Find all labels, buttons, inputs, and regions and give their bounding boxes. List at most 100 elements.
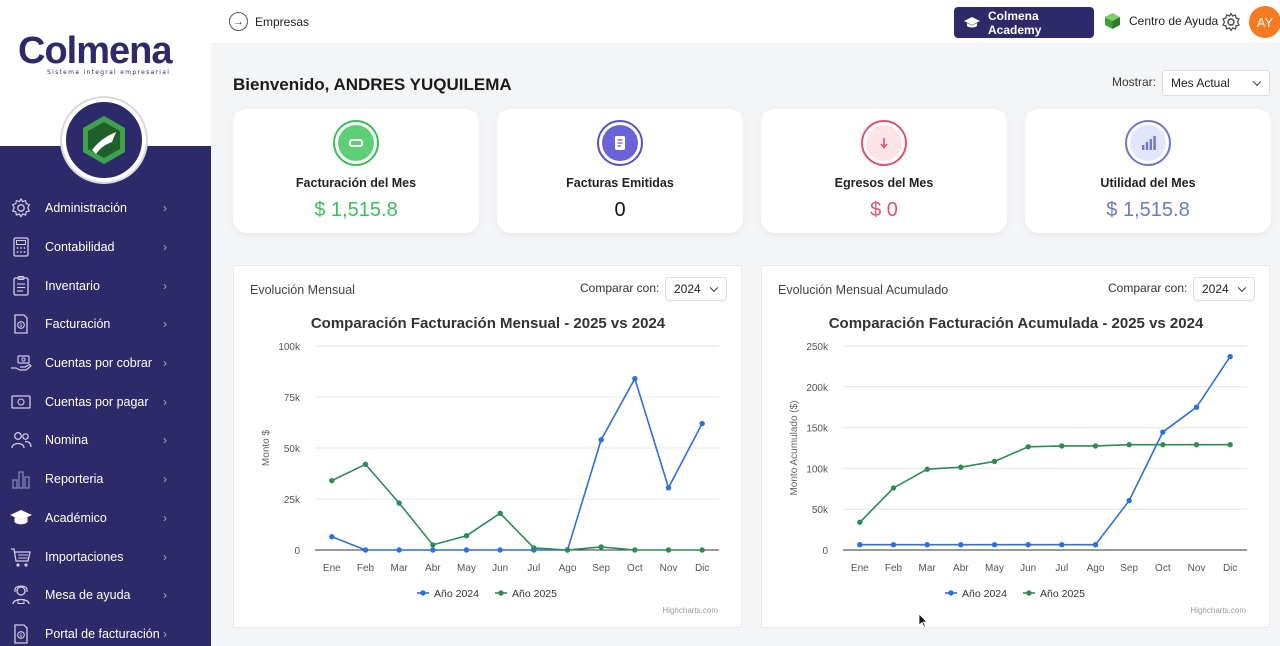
sidebar-item-inventario[interactable]: Inventario › <box>0 266 211 305</box>
data-point[interactable] <box>564 547 571 553</box>
sidebar-item-contabilidad[interactable]: Contabilidad › <box>0 228 211 267</box>
x-tick-label: Ago <box>559 563 577 574</box>
data-point[interactable] <box>1126 497 1132 504</box>
data-point[interactable] <box>1227 442 1233 448</box>
data-point[interactable] <box>598 544 604 550</box>
data-point[interactable] <box>890 541 897 548</box>
data-point[interactable] <box>396 500 402 506</box>
monthly-compare-value: 2024 <box>674 282 701 296</box>
period-select[interactable]: Mes Actual <box>1162 70 1270 96</box>
sidebar-item-cuentas-por-cobrar[interactable]: Cuentas por cobrar › <box>0 344 211 383</box>
data-point[interactable] <box>958 541 964 548</box>
data-point[interactable] <box>598 437 604 443</box>
sidebar-item-cuentas-por-pagar[interactable]: Cuentas por pagar › <box>0 382 211 421</box>
sidebar-item-label: Inventario <box>45 278 100 293</box>
data-point[interactable] <box>329 534 335 540</box>
data-point[interactable] <box>430 542 436 548</box>
sidebar-item-portal-de-facturación[interactable]: $ Portal de facturación › <box>0 615 211 646</box>
data-point[interactable] <box>362 547 369 553</box>
x-tick-label: Nov <box>1188 563 1206 574</box>
kpi-label: Facturas Emitidas <box>566 176 674 190</box>
data-point[interactable] <box>362 461 369 468</box>
cumulative-compare-select[interactable]: 2024 <box>1193 277 1255 301</box>
series-line-1 <box>331 376 703 551</box>
sidebar-item-reporteria[interactable]: Reporteria › <box>0 460 211 499</box>
data-point[interactable] <box>857 519 863 525</box>
data-point[interactable] <box>463 547 470 553</box>
data-point[interactable] <box>632 375 638 382</box>
data-point[interactable] <box>665 485 672 491</box>
x-tick-label: Dic <box>1223 563 1237 574</box>
data-point[interactable] <box>890 485 897 491</box>
sidebar-item-label: Cuentas por cobrar <box>45 356 153 371</box>
data-point[interactable] <box>699 547 705 553</box>
bar-chart-icon <box>10 468 32 490</box>
data-point[interactable] <box>991 458 998 465</box>
chart-credit[interactable]: Highcharts.com <box>662 606 718 615</box>
data-point[interactable] <box>531 545 537 551</box>
data-point[interactable] <box>632 547 638 553</box>
data-point[interactable] <box>958 464 964 470</box>
data-point[interactable] <box>857 541 863 548</box>
sidebar-item-label: Nomina <box>45 433 89 448</box>
kpi-label: Utilidad del Mes <box>1100 176 1196 190</box>
data-point[interactable] <box>924 466 930 472</box>
user-avatar[interactable]: AY <box>1249 6 1280 38</box>
legend-item[interactable]: Año 2025 <box>1040 588 1085 600</box>
data-point[interactable] <box>430 547 436 553</box>
x-tick-label: Dic <box>695 563 709 574</box>
chevron-right-icon: › <box>163 394 167 409</box>
data-point[interactable] <box>1160 442 1166 448</box>
data-point[interactable] <box>1227 353 1233 360</box>
legend-item[interactable]: Año 2024 <box>434 588 479 600</box>
data-point[interactable] <box>991 541 998 548</box>
cart-icon <box>10 546 32 568</box>
monthly-compare-select[interactable]: 2024 <box>665 277 727 301</box>
series-line-1 <box>859 356 1231 546</box>
data-point[interactable] <box>1059 443 1065 449</box>
data-point[interactable] <box>1025 444 1031 450</box>
data-point[interactable] <box>1092 541 1099 548</box>
data-point[interactable] <box>1160 429 1166 435</box>
data-point[interactable] <box>924 541 930 548</box>
settings-gear-icon[interactable] <box>1221 12 1241 37</box>
chart-credit[interactable]: Highcharts.com <box>1190 606 1246 615</box>
data-point[interactable] <box>396 547 402 553</box>
brand-logo[interactable]: Colmena <box>18 30 172 72</box>
data-point[interactable] <box>1126 442 1132 448</box>
x-tick-label: Abr <box>425 563 441 574</box>
sidebar-item-importaciones[interactable]: Importaciones › <box>0 537 211 576</box>
kpi-label: Facturación del Mes <box>295 176 417 190</box>
cumulative-chart-panel: Evolución Mensual Acumulado Comparar con… <box>761 265 1270 628</box>
data-point[interactable] <box>497 510 503 516</box>
data-point[interactable] <box>1092 443 1099 449</box>
data-point[interactable] <box>1193 442 1200 448</box>
sidebar-item-académico[interactable]: Académico › <box>0 499 211 538</box>
y-tick-label: 150k <box>806 424 829 435</box>
sidebar-item-administración[interactable]: Administración › <box>0 189 211 228</box>
x-tick-label: Ene <box>323 563 341 574</box>
top-header: → Empresas Colmena Academy Centro de Ayu… <box>211 0 1280 44</box>
data-point[interactable] <box>1059 541 1065 548</box>
x-tick-label: Sep <box>1120 563 1138 574</box>
data-point[interactable] <box>665 547 672 553</box>
help-center-link[interactable]: Centro de Ayuda <box>1104 12 1218 30</box>
sidebar-item-label: Facturación <box>45 317 111 332</box>
chevron-right-icon: › <box>163 549 167 564</box>
data-point[interactable] <box>1025 541 1031 548</box>
empresas-link[interactable]: → Empresas <box>229 12 309 31</box>
data-point[interactable] <box>329 477 335 484</box>
data-point[interactable] <box>1193 404 1200 410</box>
legend-item[interactable]: Año 2025 <box>512 588 557 600</box>
data-point[interactable] <box>463 533 470 539</box>
legend-item[interactable]: Año 2024 <box>962 588 1007 600</box>
graduation-cap-icon <box>964 16 980 29</box>
company-badge[interactable] <box>62 98 146 182</box>
sidebar-item-mesa-de-ayuda[interactable]: Mesa de ayuda › <box>0 576 211 615</box>
academy-button[interactable]: Colmena Academy <box>954 7 1094 38</box>
data-point[interactable] <box>497 547 503 553</box>
sidebar-item-nomina[interactable]: Nomina › <box>0 421 211 460</box>
data-point[interactable] <box>699 420 705 427</box>
period-select-value: Mes Actual <box>1171 76 1230 90</box>
sidebar-item-facturación[interactable]: $ Facturación › <box>0 305 211 344</box>
